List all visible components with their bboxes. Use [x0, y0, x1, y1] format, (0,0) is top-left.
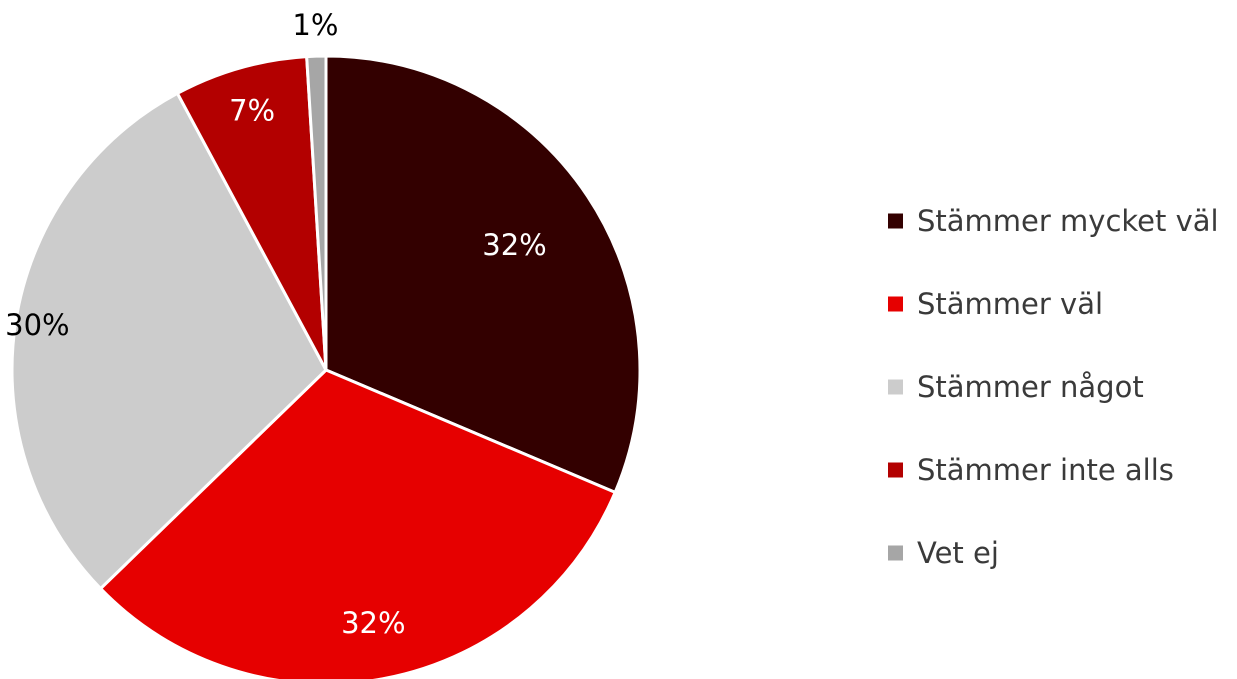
pie-slice-3 [10, 91, 328, 591]
data-label-2: 32% [341, 606, 405, 640]
data-label-1: 32% [482, 228, 546, 262]
legend-item-2: Stämmer väl [888, 287, 1103, 321]
legend: Stämmer mycket väl Stämmer väl Stämmer någ… [888, 204, 1219, 570]
legend-item-1: Stämmer mycket väl [888, 204, 1219, 238]
legend-swatch [888, 545, 903, 561]
pie-slice-4 [175, 55, 328, 372]
pie-slice-1 [324, 54, 642, 494]
legend-label: Stämmer inte alls [917, 453, 1174, 487]
data-label-3: 30% [5, 308, 69, 342]
legend-label: Stämmer mycket väl [917, 204, 1219, 238]
legend-item-4: Stämmer inte alls [888, 453, 1174, 487]
legend-item-5: Vet ej [888, 536, 999, 570]
legend-swatch [888, 296, 903, 312]
legend-swatch [888, 462, 903, 478]
data-label-5: 1% [292, 8, 338, 42]
legend-swatch [888, 213, 903, 229]
pie-slice-5 [305, 54, 328, 372]
data-label-4: 7% [229, 93, 275, 127]
legend-swatch [888, 379, 903, 395]
legend-item-3: Stämmer något [888, 370, 1144, 404]
pie-data-labels: 32% 32% 30% 7% 1% [5, 8, 547, 640]
legend-label: Stämmer något [917, 370, 1144, 404]
pie-slices [10, 54, 642, 679]
legend-label: Stämmer väl [917, 287, 1103, 321]
legend-label: Vet ej [917, 536, 999, 570]
